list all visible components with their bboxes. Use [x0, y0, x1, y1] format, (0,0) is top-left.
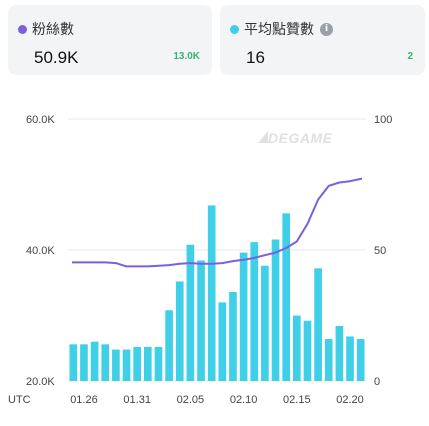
followers-delta: 13.0K: [173, 51, 200, 62]
followers-card: 粉絲數 50.9K 13.0K: [8, 5, 212, 75]
bar[interactable]: [133, 346, 142, 381]
bar[interactable]: [335, 325, 344, 381]
left-axis-tick-label: 40.0K: [26, 245, 55, 257]
bar[interactable]: [314, 268, 322, 381]
bar[interactable]: [239, 252, 248, 381]
bar[interactable]: [165, 310, 173, 381]
followers-value: 50.9K: [34, 48, 79, 67]
bar[interactable]: [250, 242, 259, 381]
left-axis-tick-label: 60.0K: [26, 114, 55, 126]
bar[interactable]: [154, 346, 163, 381]
bar[interactable]: [261, 265, 269, 381]
timezone-label: UTC: [8, 394, 31, 406]
right-axis-tick-label: 100: [374, 114, 392, 126]
watermark: DEGAME: [258, 130, 333, 146]
x-axis-tick-label: 02.05: [177, 394, 205, 406]
bar[interactable]: [112, 349, 120, 381]
bar[interactable]: [229, 291, 237, 381]
avg-likes-card-title: 平均點贊數 i: [230, 19, 333, 39]
x-axis-tick-label: 02.10: [230, 394, 258, 406]
bar[interactable]: [356, 339, 365, 381]
bar[interactable]: [101, 344, 110, 381]
bar[interactable]: [218, 302, 227, 381]
bar[interactable]: [69, 344, 78, 381]
x-axis-tick-label: 01.26: [70, 394, 98, 406]
bar[interactable]: [175, 281, 184, 381]
bar[interactable]: [80, 344, 88, 381]
avg-likes-value: 16: [246, 48, 265, 67]
watermark-logo-icon: [258, 131, 268, 143]
left-axis-tick-label: 20.0K: [26, 376, 55, 388]
bar[interactable]: [303, 320, 312, 381]
bar[interactable]: [282, 213, 291, 381]
x-axis-tick-label: 02.15: [283, 394, 311, 406]
bar[interactable]: [90, 341, 99, 381]
watermark-text: DEGAME: [268, 130, 333, 146]
bar[interactable]: [207, 205, 216, 381]
x-axis-tick-label: 01.31: [123, 394, 151, 406]
info-icon[interactable]: i: [320, 22, 333, 36]
followers-legend-dot: [18, 24, 27, 34]
avg-likes-card: 平均點贊數 i 16 2: [220, 5, 425, 75]
avg-likes-title-label: 平均點贊數: [244, 21, 314, 37]
followers-line: [72, 177, 363, 268]
bar[interactable]: [271, 239, 280, 381]
bar[interactable]: [324, 339, 333, 381]
bar[interactable]: [346, 336, 354, 381]
x-axis-tick-label: 02.20: [336, 394, 364, 406]
likes-legend-dot: [230, 24, 239, 34]
bar[interactable]: [143, 346, 152, 381]
bar[interactable]: [292, 315, 301, 382]
avg-likes-delta: 2: [407, 51, 413, 62]
bar[interactable]: [197, 260, 205, 381]
right-axis-tick-label: 50: [374, 245, 386, 257]
right-axis-tick-label: 0: [374, 376, 380, 388]
bar[interactable]: [186, 244, 195, 381]
followers-title-label: 粉絲數: [32, 21, 74, 37]
bar[interactable]: [122, 349, 131, 381]
followers-card-title: 粉絲數: [18, 19, 74, 39]
